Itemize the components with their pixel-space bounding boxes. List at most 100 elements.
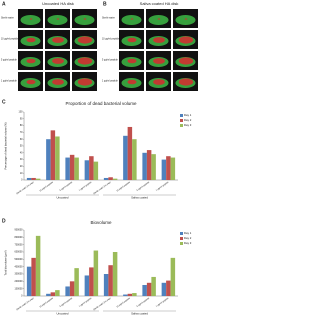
panel-title: Saliva coated HA disk — [140, 1, 179, 6]
micrograph-green — [47, 15, 68, 25]
micrograph-green — [74, 15, 95, 25]
bar — [69, 281, 75, 296]
bar — [127, 293, 133, 296]
micrograph-red — [26, 58, 36, 64]
bar — [166, 156, 171, 180]
x-tick-label: 10 μg/ml peptide — [39, 296, 55, 308]
bar — [35, 235, 41, 296]
micrograph-red — [77, 78, 93, 86]
row-label: 1 μg/ml peptide — [1, 80, 17, 83]
y-tick-label: 0 — [21, 179, 23, 182]
micrograph-red — [127, 58, 137, 64]
panel-letter: C — [2, 99, 6, 105]
group-label: Saliva coated — [131, 196, 148, 200]
x-tick-label: 5 μg/ml peptide — [136, 180, 151, 192]
figure: A Uncoated HA disk Sterile water 10 μg/ml p… — [1, 1, 198, 316]
y-tick-label: 20 — [20, 165, 23, 168]
group-label: Uncoated — [57, 196, 69, 200]
bar — [166, 280, 171, 296]
y-tick-label: 100 — [19, 111, 24, 114]
bar — [103, 274, 109, 296]
micrograph-red — [29, 18, 33, 20]
micrograph-red — [153, 37, 165, 43]
bar — [26, 177, 32, 180]
y-tick-label: 10 — [20, 172, 23, 175]
bar — [123, 135, 128, 180]
x-tick-label: Sterile water (no pep) — [16, 181, 35, 196]
legend-swatch — [180, 242, 183, 245]
panel-title: Uncoated HA disk — [42, 1, 74, 6]
y-tick-label: 400000 — [15, 265, 24, 268]
row-label: Sterile water — [102, 17, 115, 20]
micrograph-red — [56, 18, 60, 20]
micrograph-red — [178, 78, 194, 86]
y-axis-label: Total biovolume (μm³) — [4, 250, 8, 275]
bar — [84, 160, 90, 180]
micrograph-red — [178, 57, 194, 65]
bar — [151, 154, 156, 180]
bar — [170, 257, 176, 296]
bar — [55, 136, 60, 180]
bar — [161, 282, 167, 296]
x-tick-label: 5 μg/ml peptide — [59, 296, 74, 308]
y-tick-label: 800000 — [15, 236, 24, 239]
y-tick-label: 80 — [20, 124, 23, 127]
micrograph-green — [175, 15, 196, 25]
micrograph-red — [153, 79, 165, 85]
y-tick-label: 500000 — [15, 258, 24, 261]
bar — [93, 250, 99, 296]
x-tick-label: 1 μg/ml peptide — [78, 180, 93, 192]
micrograph-red — [52, 79, 64, 85]
micrograph-green — [20, 15, 41, 25]
bar — [74, 268, 79, 296]
bar — [31, 257, 36, 296]
x-tick-label: 10 μg/ml peptide — [116, 180, 132, 192]
legend-swatch — [180, 119, 183, 122]
y-tick-label: 200000 — [15, 280, 24, 283]
bar — [31, 177, 36, 180]
legend-swatch — [180, 114, 183, 117]
micrograph-red — [83, 18, 87, 20]
bar — [142, 152, 147, 180]
bar — [127, 126, 133, 180]
micrograph-red — [127, 37, 137, 43]
micrograph-red — [52, 37, 64, 43]
micrograph-green — [148, 15, 169, 25]
panel-letter: A — [2, 1, 6, 7]
row-label: 5 μg/ml peptide — [1, 59, 17, 62]
legend-label: Day 3 — [184, 123, 192, 127]
micrograph-red — [26, 37, 36, 43]
legend-label: Day 1 — [184, 113, 192, 117]
bar — [146, 150, 152, 180]
x-tick-label: Sterile water (no pep) — [16, 297, 35, 312]
micrograph-red — [130, 18, 134, 20]
micrograph-red — [26, 79, 36, 85]
y-tick-label: 40 — [20, 151, 23, 154]
x-tick-label: 10 μg/ml peptide — [116, 296, 132, 308]
y-tick-label: 50 — [20, 145, 23, 148]
bar — [35, 178, 41, 180]
y-tick-label: 100000 — [15, 287, 24, 290]
micrograph-green — [121, 15, 142, 25]
bar — [89, 267, 94, 296]
bar — [93, 161, 99, 180]
x-tick-label: 1 μg/ml peptide — [78, 296, 93, 308]
x-tick-label: 5 μg/ml peptide — [136, 296, 151, 308]
bar — [50, 292, 56, 296]
chart-title: Proportion of dead bacterial volume — [65, 101, 137, 106]
legend-swatch — [180, 232, 183, 235]
y-tick-label: 60 — [20, 138, 23, 141]
bar — [108, 177, 113, 180]
bar — [151, 276, 156, 296]
bar — [65, 286, 70, 296]
bar — [108, 265, 113, 296]
bar — [55, 290, 60, 296]
group-label: Saliva coated — [131, 312, 148, 316]
row-label: 5 μg/ml peptide — [102, 59, 118, 62]
x-tick-label: 1 μg/ml peptide — [155, 180, 170, 192]
x-tick-label: Sterile water (no pep) — [93, 181, 112, 196]
y-tick-label: 0 — [21, 295, 23, 298]
bar — [84, 275, 90, 296]
row-label: 10 μg/ml peptide — [102, 38, 120, 41]
bar — [50, 130, 56, 180]
